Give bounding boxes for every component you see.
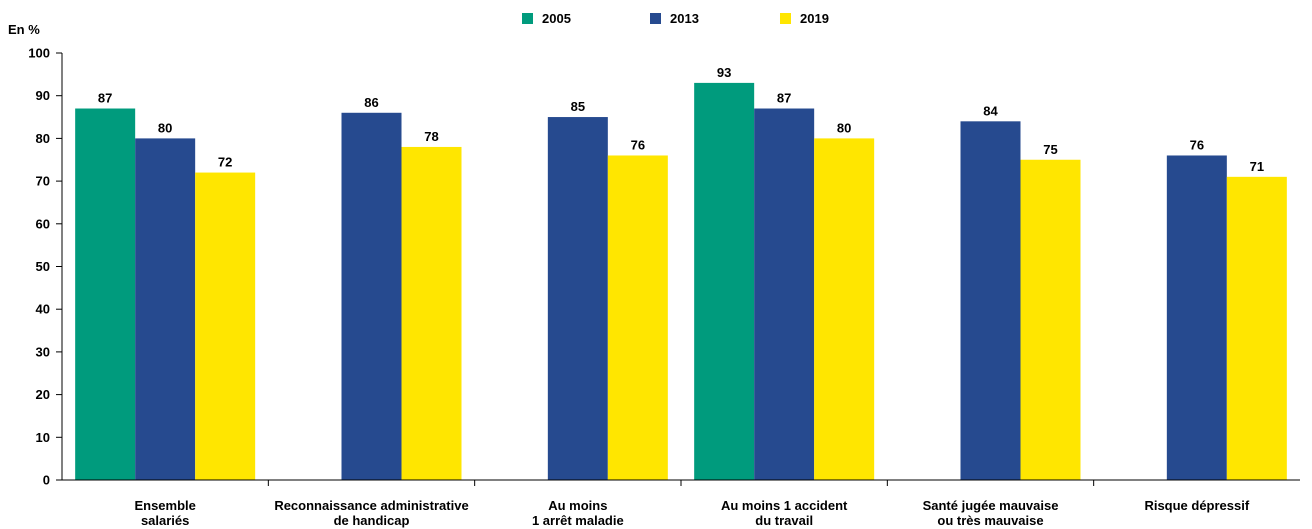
y-tick-label: 20 — [36, 387, 50, 402]
legend-swatch-2005 — [522, 13, 533, 24]
bar-2019 — [401, 146, 462, 480]
bar-2013 — [135, 138, 196, 480]
category-label: salariés — [141, 513, 189, 528]
category-label: Ensemble — [134, 498, 195, 513]
bar-2019 — [195, 172, 256, 480]
data-label: 76 — [1190, 137, 1204, 152]
data-label: 87 — [98, 91, 112, 106]
legend: 2005 2013 2019 — [522, 11, 829, 26]
y-tick-label: 80 — [36, 131, 50, 146]
category-label: ou très mauvaise — [937, 513, 1043, 528]
bar-2013 — [754, 108, 815, 480]
bar-2013 — [1166, 155, 1227, 481]
bar-2013 — [341, 112, 402, 480]
bar-2019 — [1020, 159, 1081, 480]
data-label: 87 — [777, 91, 791, 106]
bar-2019 — [607, 155, 668, 481]
y-tick-label: 90 — [36, 88, 50, 103]
bar-2005 — [694, 82, 755, 480]
category-label: Santé jugée mauvaise — [923, 498, 1059, 513]
y-tick-label: 0 — [43, 473, 50, 488]
category-label: Reconnaissance administrative — [274, 498, 468, 513]
bar-2019 — [814, 138, 875, 480]
data-label: 80 — [837, 120, 851, 135]
category-label: 1 arrêt maladie — [532, 513, 624, 528]
bar-2019 — [1226, 176, 1287, 480]
legend-swatch-2013 — [650, 13, 661, 24]
y-tick-label: 30 — [36, 344, 50, 359]
data-label: 76 — [631, 137, 645, 152]
y-tick-label: 10 — [36, 430, 50, 445]
y-tick-label: 70 — [36, 174, 50, 189]
data-label: 86 — [364, 95, 378, 110]
data-label: 75 — [1043, 142, 1057, 157]
legend-label: 2013 — [670, 11, 699, 26]
data-label: 72 — [218, 155, 232, 170]
bar-2013 — [960, 121, 1021, 480]
legend-swatch-2019 — [780, 13, 791, 24]
y-tick-label: 40 — [36, 302, 50, 317]
y-tick-label: 100 — [28, 46, 50, 61]
bars: 87 80 72 86 78 85 76 93 87 80 84 75 76 71 — [75, 65, 1287, 481]
y-axis: 0 10 20 30 40 50 60 70 80 90 100 — [28, 46, 63, 488]
y-tick-label: 60 — [36, 216, 50, 231]
bar-2005 — [75, 108, 136, 480]
category-label: Au moins 1 accident — [721, 498, 848, 513]
data-label: 71 — [1250, 159, 1264, 174]
legend-label: 2005 — [542, 11, 571, 26]
y-tick-label: 50 — [36, 259, 50, 274]
category-label: de handicap — [334, 513, 410, 528]
data-label: 80 — [158, 120, 172, 135]
legend-label: 2019 — [800, 11, 829, 26]
data-label: 78 — [424, 129, 438, 144]
bar-2013 — [547, 117, 608, 481]
data-label: 93 — [717, 65, 731, 80]
category-label: Risque dépressif — [1144, 498, 1249, 513]
category-label: Au moins — [548, 498, 607, 513]
category-label: du travail — [755, 513, 813, 528]
data-label: 85 — [571, 99, 585, 114]
data-label: 84 — [983, 103, 998, 118]
y-unit-label: En % — [8, 22, 40, 37]
